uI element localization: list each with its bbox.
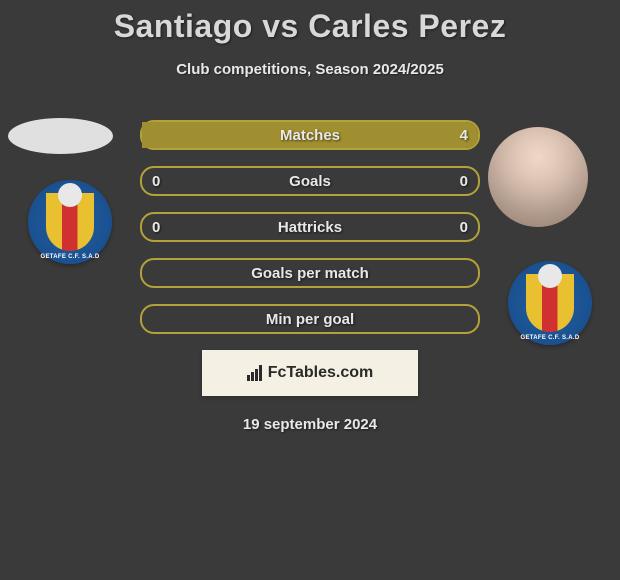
season-subtitle: Club competitions, Season 2024/2025 <box>0 61 620 78</box>
stat-row-goals: 0 Goals 0 <box>140 166 480 196</box>
bar-chart-icon <box>247 365 262 381</box>
comparison-title: Santiago vs Carles Perez <box>0 0 620 45</box>
stat-label: Goals per match <box>251 265 369 282</box>
stat-label: Hattricks <box>278 219 342 236</box>
stat-left-value: 0 <box>152 219 160 236</box>
stat-row-min-per-goal: Min per goal <box>140 304 480 334</box>
stat-label: Matches <box>280 127 340 144</box>
vs-word: vs <box>262 8 299 44</box>
watermark-text: FcTables.com <box>268 364 374 382</box>
footer-date: 19 september 2024 <box>0 416 620 433</box>
player1-name: Santiago <box>114 8 253 44</box>
club-badge-label: GETAFE C.F. S.A.D <box>508 335 592 341</box>
stat-row-goals-per-match: Goals per match <box>140 258 480 288</box>
player2-name: Carles Perez <box>308 8 506 44</box>
stats-area: Matches 4 0 Goals 0 0 Hattricks 0 Goals … <box>0 120 620 334</box>
stat-row-hattricks: 0 Hattricks 0 <box>140 212 480 242</box>
stat-right-value: 4 <box>460 127 468 144</box>
stat-right-value: 0 <box>460 219 468 236</box>
watermark-banner: FcTables.com <box>202 350 418 396</box>
stat-left-value: 0 <box>152 173 160 190</box>
stat-right-value: 0 <box>460 173 468 190</box>
stat-label: Min per goal <box>266 311 354 328</box>
stat-label: Goals <box>289 173 331 190</box>
stat-row-matches: Matches 4 <box>140 120 480 150</box>
